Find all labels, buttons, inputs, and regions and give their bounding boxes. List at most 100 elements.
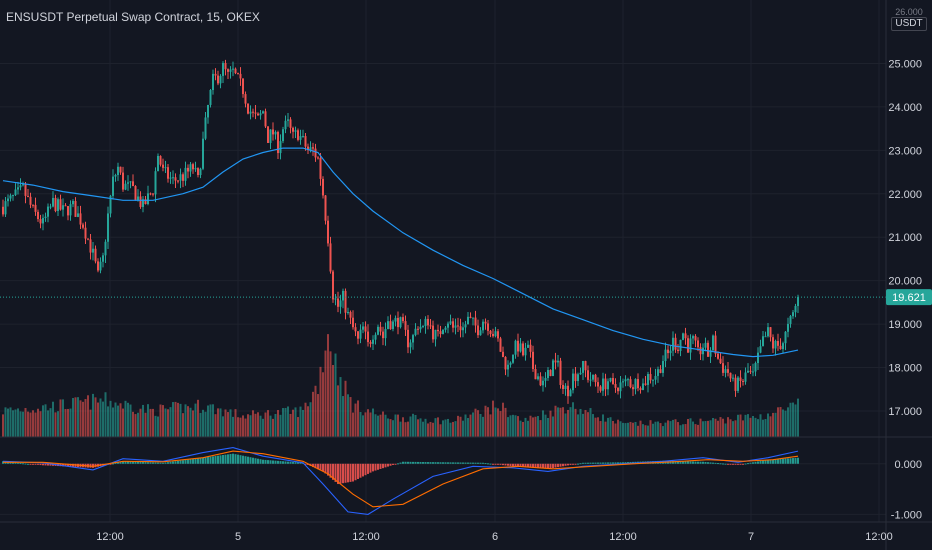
candle-body	[147, 193, 149, 205]
volume-bar	[412, 413, 414, 437]
histogram-bar	[254, 458, 257, 464]
histogram-bar	[119, 461, 122, 464]
volume-bar	[104, 392, 107, 437]
histogram-bar	[622, 462, 624, 464]
histogram-bar	[199, 458, 202, 464]
histogram-bar	[249, 457, 252, 464]
histogram-bar	[509, 463, 512, 467]
price-axis[interactable]: 25.000 24.000 23.000 22.000 21.000 20.000 19.0…	[888, 58, 922, 418]
candle-body	[782, 343, 784, 350]
candle-body	[287, 119, 289, 121]
volume-bar	[752, 415, 754, 437]
volume-bar	[147, 404, 149, 437]
histogram-bar	[404, 461, 407, 464]
histogram-bar	[407, 461, 409, 464]
histogram-bar	[482, 462, 484, 464]
candle-body	[392, 321, 394, 330]
histogram-bar	[114, 462, 117, 464]
candle-body	[352, 317, 354, 328]
volume-bar	[92, 393, 94, 437]
candle-body	[359, 329, 362, 339]
histogram-bar	[569, 463, 572, 465]
volume-bar	[202, 409, 204, 437]
candle-body	[197, 168, 199, 175]
time-tick-label: 12:00	[609, 531, 637, 543]
histogram-bar	[757, 461, 759, 464]
candle-body	[324, 195, 327, 221]
candle-body	[677, 349, 679, 351]
volume-bar	[777, 407, 779, 437]
volume-bar	[477, 410, 479, 437]
histogram-bar	[624, 462, 627, 464]
candle-body	[364, 326, 367, 332]
volume-bar	[519, 420, 522, 437]
volume-bar	[529, 415, 532, 437]
volume-bar	[509, 415, 512, 437]
candle-body	[367, 331, 369, 343]
histogram-bar	[292, 462, 294, 464]
price-tick-label: 24.000	[888, 102, 922, 114]
candle-body	[177, 180, 179, 182]
histogram-bar	[727, 463, 729, 465]
volume-bar	[559, 407, 562, 437]
volume-bar	[547, 417, 549, 437]
candle-body	[469, 316, 472, 318]
candle-body	[702, 347, 704, 355]
candle-body	[589, 379, 592, 381]
histogram-bar	[734, 463, 737, 465]
volume-bar	[624, 423, 627, 437]
histogram-bar	[609, 462, 612, 464]
time-axis[interactable]: 12:00 5 12:00 6 12:00 7 12:00	[96, 531, 893, 543]
histogram-bar	[672, 460, 674, 464]
volume-bar	[572, 402, 574, 437]
volume-bar	[612, 420, 614, 437]
histogram-bar	[357, 463, 359, 479]
histogram-bar	[682, 461, 684, 464]
candle-body	[614, 384, 617, 388]
volume-bar	[159, 404, 162, 437]
candle-body	[382, 331, 384, 339]
volume-bar	[339, 377, 342, 437]
histogram-bar	[797, 457, 799, 464]
volume-bar	[359, 411, 362, 437]
volume-bar	[727, 417, 729, 437]
volume-bar	[702, 421, 704, 437]
candle-body	[389, 321, 392, 330]
volume-bar	[669, 421, 672, 437]
macd-axis[interactable]: 0.000 -1.000	[891, 459, 922, 522]
candle-body	[664, 349, 667, 362]
volume-bar	[157, 416, 159, 437]
volume-bar	[769, 416, 772, 437]
volume-bar	[59, 399, 62, 437]
volume-bar	[684, 424, 687, 437]
candle-body	[727, 369, 729, 373]
histogram-bar	[389, 463, 392, 466]
candle-body	[742, 380, 744, 382]
candle-body	[274, 131, 277, 135]
histogram-bar	[434, 462, 437, 464]
histogram-bar	[72, 463, 74, 467]
histogram-bar	[504, 463, 507, 466]
candle-body	[729, 372, 732, 379]
candle-body	[587, 370, 589, 380]
histogram-bar	[732, 463, 734, 465]
candle-body	[167, 167, 169, 179]
currency-label[interactable]: 26.000 USDT	[891, 8, 927, 31]
histogram-bar	[279, 461, 282, 464]
volume-bar	[89, 409, 92, 437]
candle-body	[289, 119, 292, 128]
histogram-bar	[269, 460, 272, 464]
histogram-bar	[789, 458, 792, 464]
volume-bar	[262, 418, 264, 437]
candle-body	[222, 63, 224, 76]
symbol-title[interactable]: ENSUSDT Perpetual Swap Contract, 15, OKE…	[6, 10, 260, 24]
volume-bar	[222, 416, 224, 437]
candle-body	[377, 326, 379, 335]
histogram-bar	[524, 463, 527, 468]
volume-bar	[44, 404, 47, 437]
candle-body	[129, 181, 132, 183]
volume-bar	[562, 407, 564, 437]
candle-body	[387, 321, 389, 329]
volume-bar	[257, 412, 259, 437]
